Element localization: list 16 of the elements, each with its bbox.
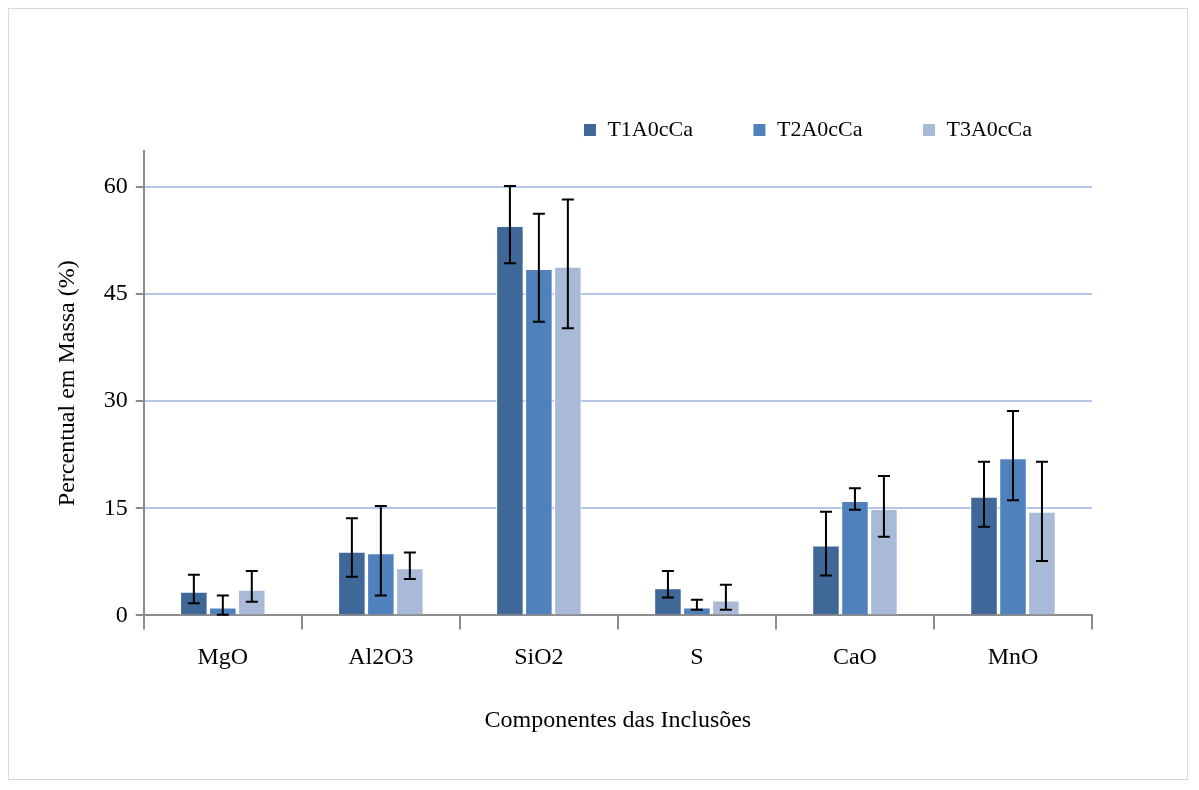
legend-label: T3A0cCa <box>946 115 1033 141</box>
legend-label: T2A0cCa <box>776 115 863 141</box>
x-tick-label: SiO2 <box>514 643 564 670</box>
x-tick-label: MgO <box>197 643 249 670</box>
x-tick-label: Al2O3 <box>348 643 414 670</box>
y-tick-label: 15 <box>103 493 128 520</box>
y-axis-title: Percentual em Massa (%) <box>52 260 79 507</box>
x-axis-title: Componentes das Inclusões <box>484 705 752 732</box>
x-tick-label: MnO <box>987 643 1039 670</box>
y-tick-label: 60 <box>103 172 128 199</box>
y-tick-label: 30 <box>103 386 128 413</box>
x-tick-label: CaO <box>832 643 877 670</box>
y-tick-label: 0 <box>115 600 128 627</box>
x-tick-label: S <box>690 643 704 670</box>
legend-label: T1A0cCa <box>607 115 694 141</box>
y-tick-label: 45 <box>103 279 128 306</box>
